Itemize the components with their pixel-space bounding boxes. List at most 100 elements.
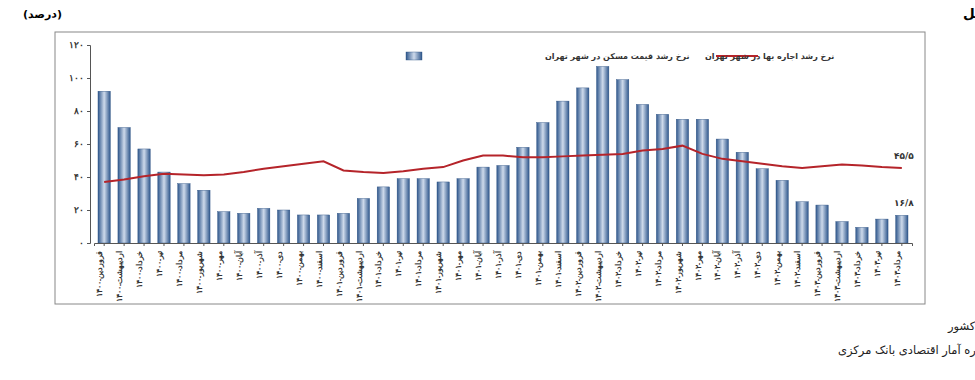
bar <box>457 179 469 243</box>
x-tick-mark <box>901 243 902 246</box>
x-tick: فروردین-۱۴۰۳ <box>813 243 823 297</box>
x-tick-mark <box>163 243 164 246</box>
x-tick: آبان-۱۴۰۱ <box>472 243 483 281</box>
bar <box>696 119 708 243</box>
bar <box>497 165 509 243</box>
x-tick-mark <box>503 243 504 246</box>
y-tick: ۰ <box>79 238 90 248</box>
x-tick: مرداد-۱۴۰۳ <box>893 243 903 287</box>
x-tick: آذر-۱۴۰۱ <box>492 243 504 279</box>
x-tick-label: اردیبهشت-۱۴۰۱ <box>355 251 365 303</box>
value-label: ۴۵/۵ <box>894 151 914 161</box>
legend-swatch <box>406 52 422 60</box>
x-tick-mark <box>722 243 723 246</box>
bar <box>297 215 309 243</box>
x-tick-label: آبان-۱۴۰۲ <box>711 250 722 281</box>
x-tick-label: آذر-۱۴۰۱ <box>492 250 504 279</box>
y-tick-label: ۴۰ <box>74 172 84 182</box>
bar <box>616 80 628 243</box>
bar <box>876 219 888 243</box>
y-tick: ۱۰۰ <box>69 73 90 83</box>
y-tick-label: ۸۰ <box>73 106 84 116</box>
bar <box>118 128 130 244</box>
x-tick: تیر-۱۴۰۰ <box>155 243 165 277</box>
x-tick: اردیبهشت-۱۴۰۰ <box>115 243 125 302</box>
x-tick: دی-۱۴۰۰ <box>275 243 284 279</box>
x-tick-label: شهریور-۱۴۰۰ <box>195 251 205 295</box>
x-tick: اردیبهشت-۱۴۰۱ <box>355 243 365 302</box>
x-tick: خرداد-۱۴۰۱ <box>374 243 384 288</box>
x-tick-label: دی-۱۴۰۲ <box>753 251 762 280</box>
x-tick-mark <box>203 243 204 246</box>
x-tick-mark <box>822 243 823 246</box>
bar <box>636 104 648 243</box>
y-tick-mark <box>87 111 90 112</box>
y-tick: ۴۰ <box>74 172 90 182</box>
title: نمودار ۶- روند رشد قیمت مسکن معامله شده … <box>963 5 975 21</box>
x-tick-label: دی-۱۴۰۱ <box>514 251 523 280</box>
bar <box>816 205 828 243</box>
x-tick-mark <box>881 243 882 246</box>
bar <box>776 180 788 243</box>
x-tick-label: مرداد-۱۴۰۱ <box>414 251 424 288</box>
x-tick: تیر-۱۴۰۱ <box>394 243 404 277</box>
bar <box>557 101 569 243</box>
bar <box>277 210 289 243</box>
x-tick: مهر-۱۴۰۲ <box>694 243 704 281</box>
source-note: مآخذ: ۱- قیمت مسکن؛ برگرفته از آمارهای خ… <box>947 319 975 334</box>
legend-item: نرخ رشد اجاره بها در شهر تهران <box>705 52 834 61</box>
x-tick: تیر-۱۴۰۲ <box>634 243 644 277</box>
bar <box>676 119 688 243</box>
y-tick-mark <box>87 144 90 145</box>
y-tick: ۶۰ <box>74 139 90 149</box>
x-tick: مهر-۱۴۰۰ <box>215 243 225 281</box>
x-tick-label: بهمن-۱۴۰۰ <box>295 251 305 287</box>
x-tick-mark <box>303 243 304 246</box>
bar <box>477 167 489 243</box>
frame <box>55 32 925 304</box>
x-tick-mark <box>802 243 803 246</box>
x-tick-label: شهریور-۱۴۰۲ <box>674 251 684 295</box>
x-tick: شهریور-۱۴۰۱ <box>434 243 444 294</box>
x-tick: مرداد-۱۴۰۱ <box>414 243 424 287</box>
x-tick-mark <box>263 243 264 246</box>
x-tick: خرداد-۱۴۰۳ <box>853 243 863 288</box>
x-tick-label: مهر-۱۴۰۲ <box>694 251 704 282</box>
x-tick-label: مهر-۱۴۰۱ <box>454 251 464 282</box>
x-tick-label: اسفند-۱۴۰۰ <box>315 251 324 289</box>
bar <box>517 147 529 243</box>
bar <box>377 187 389 243</box>
y-axis: ۰۲۰۴۰۶۰۸۰۱۰۰۱۲۰ <box>69 40 91 248</box>
x-tick-label: مرداد-۱۴۰۰ <box>175 251 185 288</box>
x-tick-label: آذر-۱۴۰۰ <box>253 250 265 279</box>
x-tick-label: اسفند-۱۴۰۱ <box>554 251 563 289</box>
y-tick: ۲۰ <box>74 205 90 215</box>
x-tick: اسفند-۱۴۰۲ <box>793 243 802 288</box>
x-tick-label: آذر-۱۴۰۲ <box>731 250 743 279</box>
x-tick-mark <box>323 243 324 246</box>
x-tick: خرداد-۱۴۰۰ <box>135 243 145 288</box>
x-tick-label: مهر-۱۴۰۰ <box>215 251 225 282</box>
x-tick: اسفند-۱۴۰۱ <box>554 243 563 288</box>
x-tick-mark <box>642 243 643 246</box>
x-tick-label: مرداد-۱۴۰۲ <box>654 251 664 288</box>
x-tick: تیر-۱۴۰۳ <box>873 243 883 277</box>
x-tick-mark <box>522 243 523 246</box>
x-tick-mark <box>662 243 663 246</box>
x-tick-label: تیر-۱۴۰۰ <box>155 250 165 277</box>
x-tick-label: اردیبهشت-۱۴۰۰ <box>115 251 125 303</box>
x-tick-label: اسفند-۱۴۰۲ <box>793 251 802 289</box>
x-tick-label: خرداد-۱۴۰۲ <box>614 251 624 289</box>
bar <box>138 149 150 243</box>
x-tick: مهر-۱۴۰۱ <box>454 243 464 281</box>
x-tick: بهمن-۱۴۰۱ <box>534 243 544 286</box>
bar <box>836 222 848 243</box>
x-tick: شهریور-۱۴۰۲ <box>674 243 684 294</box>
x-tick: بهمن-۱۴۰۲ <box>773 243 783 286</box>
x-tick-label: خرداد-۱۴۰۳ <box>853 251 863 289</box>
y-tick-mark <box>87 210 90 211</box>
legend-item: نرخ رشد قیمت مسکن در شهر تهران <box>406 52 690 61</box>
bar <box>98 91 110 243</box>
y-tick-label: ۶۰ <box>74 139 84 149</box>
line <box>104 146 902 182</box>
